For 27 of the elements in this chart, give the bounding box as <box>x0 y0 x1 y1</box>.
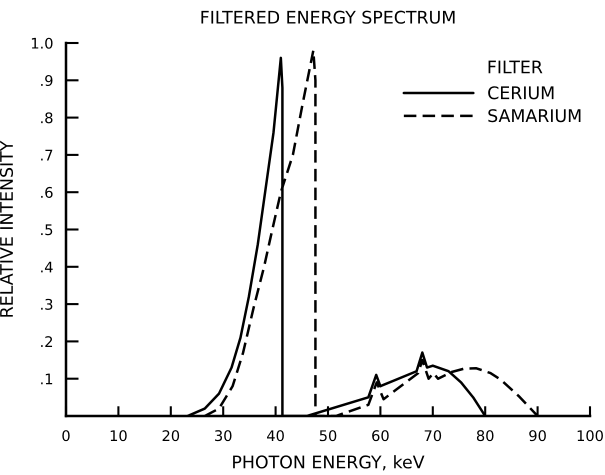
chart-title: FILTERED ENERGY SPECTRUM <box>201 10 455 24</box>
x-axis-title: PHOTON ENERGY, keV <box>233 455 424 470</box>
y-tick-label: .4 <box>41 262 53 272</box>
x-tick-label: 100 <box>578 430 603 442</box>
y-tick-label: .3 <box>41 298 52 310</box>
legend-label: SAMARIUM <box>488 109 580 122</box>
y-axis-title: RELATIVE INTENSITY <box>0 140 14 317</box>
y-tick-label: .2 <box>41 336 52 347</box>
x-tick-label: 50 <box>320 430 336 442</box>
x-tick-label: 20 <box>162 430 180 442</box>
y-tick-label: .9 <box>41 75 52 86</box>
y-tick-label: .5 <box>41 224 52 236</box>
legend-title: FILTER <box>488 60 542 74</box>
x-tick-label: 10 <box>110 430 127 442</box>
x-tick-label: 60 <box>372 430 389 442</box>
y-tick-label: .7 <box>41 150 52 160</box>
y-tick-label: 1.0 <box>32 38 53 49</box>
x-tick-label: 30 <box>215 430 232 442</box>
y-tick-label: .8 <box>41 112 53 124</box>
legend-label: CERIUM <box>488 86 554 100</box>
x-tick-label: 80 <box>476 430 494 442</box>
y-tick-label: .6 <box>41 186 53 198</box>
x-tick-label: 0 <box>62 430 70 442</box>
y-tick-label: .1 <box>41 374 52 384</box>
x-tick-label: 70 <box>424 430 442 442</box>
x-tick-label: 40 <box>267 430 284 442</box>
x-tick-label: 90 <box>529 430 546 442</box>
